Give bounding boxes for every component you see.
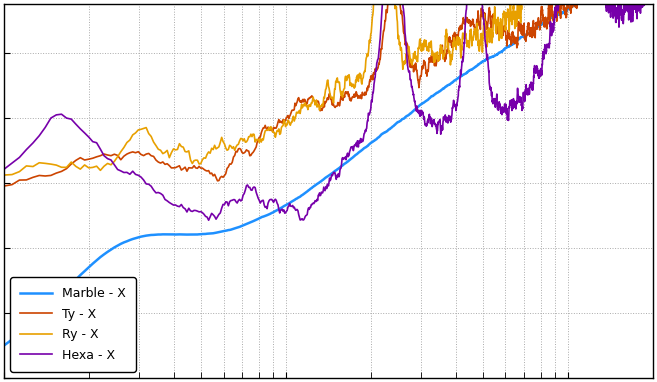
- Ty - X: [0, 184, 8, 188]
- Line: Ty - X: Ty - X: [4, 0, 653, 186]
- Ty - X: [438, 47, 445, 51]
- Ty - X: [545, 15, 553, 19]
- Hexa - X: [0, 167, 8, 172]
- Hexa - X: [533, 63, 541, 68]
- Hexa - X: [205, 218, 213, 223]
- Hexa - X: [438, 126, 445, 130]
- Ry - X: [0, 173, 8, 177]
- Marble - X: [438, 88, 445, 92]
- Line: Marble - X: Marble - X: [4, 0, 653, 345]
- Marble - X: [545, 16, 553, 20]
- Line: Hexa - X: Hexa - X: [4, 0, 653, 220]
- Marble - X: [533, 25, 541, 29]
- Ty - X: [533, 20, 541, 25]
- Hexa - X: [646, 0, 654, 4]
- Marble - X: [388, 125, 396, 130]
- Hexa - X: [633, 5, 641, 10]
- Ry - X: [438, 50, 445, 55]
- Hexa - X: [546, 40, 554, 45]
- Marble - X: [0, 343, 8, 348]
- Line: Ry - X: Ry - X: [4, 0, 653, 175]
- Legend: Marble - X, Ty - X, Ry - X, Hexa - X: Marble - X, Ty - X, Ry - X, Hexa - X: [11, 277, 135, 372]
